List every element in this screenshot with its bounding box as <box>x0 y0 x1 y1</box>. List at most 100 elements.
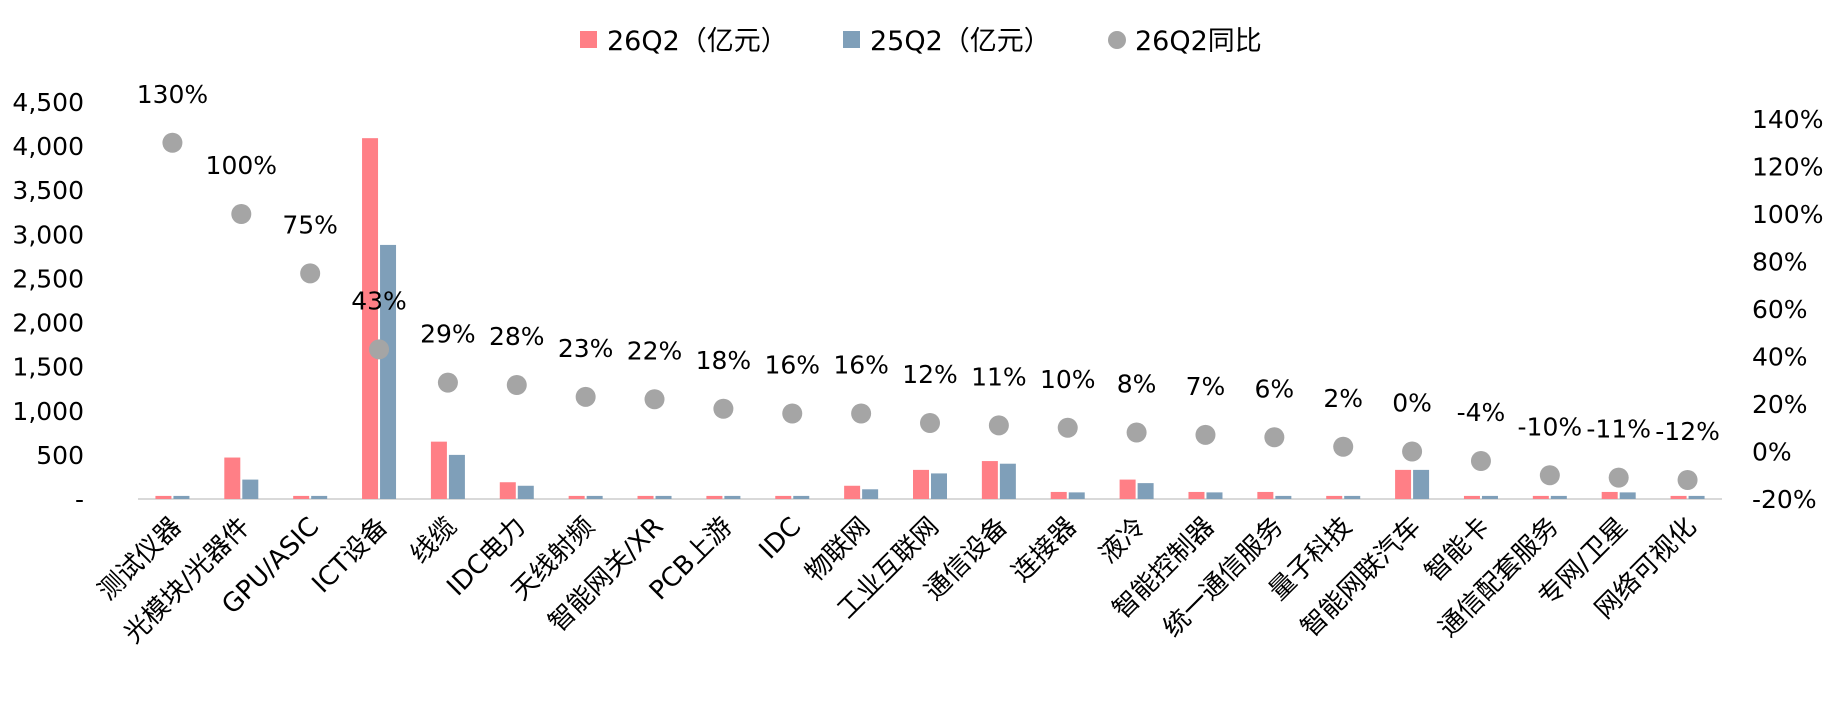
yoy-dot <box>231 204 252 224</box>
bar-26q2 <box>362 138 379 499</box>
yoy-data-label: 12% <box>902 360 958 389</box>
yoy-data-label: -12% <box>1655 417 1720 446</box>
bar-26q2 <box>913 469 929 499</box>
bar-25q2 <box>173 495 190 499</box>
yoy-data-label: 16% <box>833 351 889 380</box>
yoy-data-label: 10% <box>1040 365 1096 394</box>
y-left-tick-label: 4,000 <box>12 132 84 161</box>
bar-25q2 <box>517 485 534 499</box>
y-right-tick-label: 100% <box>1752 200 1823 229</box>
bar-26q2 <box>293 495 310 499</box>
bar-26q2 <box>706 495 723 499</box>
yoy-dot <box>1470 451 1491 471</box>
bar-25q2 <box>1481 495 1498 499</box>
legend-label: 25Q2（亿元） <box>870 26 1051 57</box>
legend-swatch <box>1108 31 1126 49</box>
bar-26q2 <box>637 495 654 499</box>
yoy-data-label: 7% <box>1186 372 1226 401</box>
yoy-data-label: 23% <box>558 334 614 363</box>
x-category-label: 通信配套服务 <box>1433 512 1565 644</box>
legend-swatch <box>843 31 860 48</box>
bar-25q2 <box>242 479 259 499</box>
yoy-dot <box>713 398 734 419</box>
bar-25q2 <box>999 463 1016 499</box>
bar-26q2 <box>1257 491 1274 499</box>
bar-25q2 <box>1275 495 1292 499</box>
yoy-data-label: 130% <box>137 80 208 109</box>
legend-label: 26Q2（亿元） <box>607 26 788 57</box>
y-right-tick-label: 80% <box>1752 248 1808 277</box>
y-right-tick-label: -20% <box>1752 485 1817 514</box>
bar-25q2 <box>793 495 810 499</box>
y-left-tick-label: 3,500 <box>12 176 84 205</box>
yoy-dot <box>437 372 458 393</box>
x-category-label: IDC <box>754 512 808 566</box>
bar-25q2 <box>862 489 879 499</box>
yoy-data-label: 6% <box>1255 374 1295 403</box>
yoy-dot <box>369 339 390 360</box>
x-category-label: 液冷 <box>1094 512 1152 570</box>
bar-25q2 <box>1068 492 1085 499</box>
bar-26q2 <box>1050 491 1067 499</box>
bar-25q2 <box>1206 492 1223 499</box>
x-category-label: ICT设备 <box>307 512 394 599</box>
y-left-tick-label: - <box>75 485 84 514</box>
bar-26q2 <box>775 495 792 499</box>
y-left-tick-label: 1,000 <box>12 397 84 426</box>
yoy-dot <box>506 375 527 395</box>
y-right-tick-label: 140% <box>1752 105 1823 134</box>
yoy-dot <box>1126 422 1147 443</box>
bar-25q2 <box>1344 495 1361 499</box>
yoy-dot <box>1677 470 1698 490</box>
bar-25q2 <box>655 495 672 499</box>
bar-25q2 <box>724 495 741 499</box>
x-category-label: 连接器 <box>1006 512 1082 588</box>
y-right-tick-label: 60% <box>1752 295 1808 324</box>
bar-26q2 <box>224 457 241 499</box>
x-category-label: 智能网联汽车 <box>1296 512 1428 644</box>
legend-swatch <box>580 31 597 48</box>
bar-26q2 <box>1188 491 1205 499</box>
yoy-dot <box>1608 467 1629 488</box>
y-right-tick-label: 0% <box>1752 438 1792 467</box>
bar-26q2 <box>1326 495 1343 499</box>
y-right-tick-label: 40% <box>1752 343 1808 372</box>
yoy-data-label: 11% <box>971 362 1027 391</box>
y-left-tick-label: 3,000 <box>12 220 84 249</box>
y-left-tick-label: 4,500 <box>12 88 84 117</box>
yoy-data-label: 29% <box>420 320 476 349</box>
y-right-tick-label: 120% <box>1752 153 1823 182</box>
legend-label: 26Q2同比 <box>1135 26 1262 57</box>
bar-26q2 <box>1670 495 1687 499</box>
yoy-dot <box>1402 441 1423 462</box>
yoy-dot <box>1333 436 1354 457</box>
yoy-dot <box>1195 424 1216 445</box>
yoy-dot <box>782 403 803 424</box>
yoy-dot <box>988 415 1009 436</box>
yoy-data-label: 0% <box>1392 389 1432 418</box>
yoy-data-label: -10% <box>1518 412 1583 441</box>
yoy-dot <box>851 403 872 424</box>
yoy-data-label: 8% <box>1117 370 1157 399</box>
yoy-data-label: 16% <box>764 351 820 380</box>
bar-26q2 <box>1601 491 1618 499</box>
bar-26q2 <box>1532 495 1549 499</box>
yoy-dot <box>162 132 183 153</box>
bar-26q2 <box>568 495 585 499</box>
yoy-dot <box>1264 427 1285 448</box>
x-category-label: 线缆 <box>405 512 463 570</box>
yoy-dot <box>920 413 940 433</box>
yoy-dot <box>1057 417 1078 438</box>
bar-25q2 <box>448 454 465 499</box>
y-right-tick-label: 20% <box>1752 390 1808 419</box>
bar-26q2 <box>499 482 516 499</box>
yoy-data-label: -11% <box>1586 415 1651 444</box>
bar-26q2 <box>1395 469 1412 499</box>
yoy-dot <box>300 263 321 284</box>
bar-26q2 <box>155 495 172 499</box>
y-left-tick-label: 2,500 <box>12 264 84 293</box>
y-left-tick-label: 500 <box>36 441 84 470</box>
bar-26q2 <box>1463 495 1480 499</box>
